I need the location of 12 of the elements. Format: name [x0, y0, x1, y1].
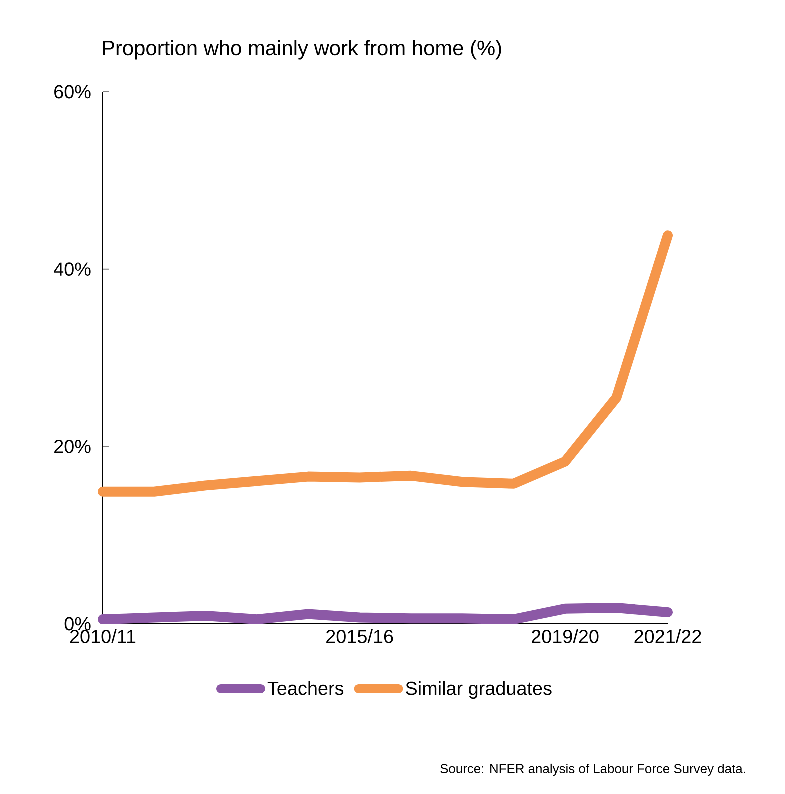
y-tick-label: 40%: [54, 262, 91, 276]
legend-label: Teachers: [268, 681, 344, 696]
y-tick-label: 0%: [64, 617, 91, 631]
source-note: Source: NFER analysis of Labour Force Survey data.: [440, 764, 746, 776]
x-tick-label: 2010/11: [70, 630, 136, 644]
y-tick-label: 20%: [54, 440, 91, 454]
x-tick-label: 2019/20: [532, 630, 599, 644]
legend-label: Similar graduates: [406, 681, 552, 700]
x-tick-label: 2021/22: [634, 630, 702, 644]
x-tick-label: 2015/16: [326, 630, 394, 644]
y-tick-label: 60%: [54, 85, 91, 99]
chart-title: Proportion who mainly work from home (%): [103, 40, 502, 60]
